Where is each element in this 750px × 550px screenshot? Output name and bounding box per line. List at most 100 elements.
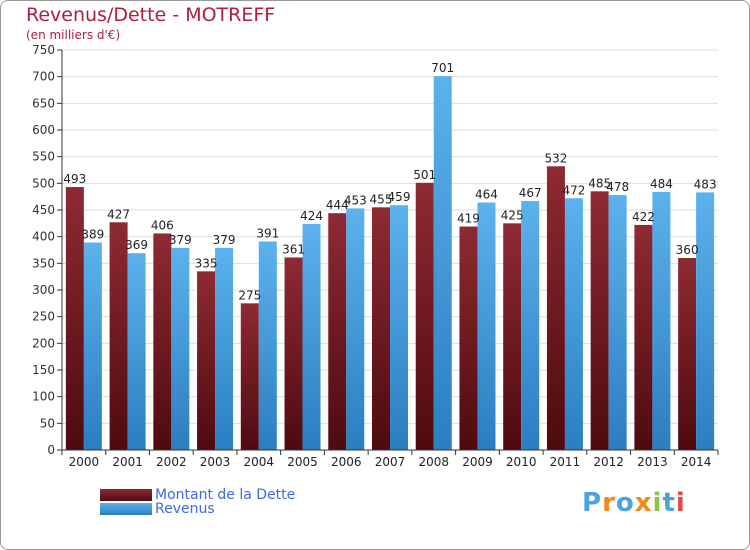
bar-revenus [564, 198, 583, 450]
x-tick-label: 2012 [593, 455, 624, 469]
data-label-revenus: 369 [125, 238, 148, 252]
logo-letter: o [615, 488, 635, 518]
x-tick-label: 2010 [506, 455, 537, 469]
bar-dette [415, 182, 434, 451]
data-label-dette: 427 [107, 207, 130, 221]
axes: 0 50 100 150 200 250 300 350 400 450 500 550 600 650 7… [32, 43, 719, 469]
bar-revenus [127, 253, 146, 450]
y-tick-label: 200 [32, 336, 55, 350]
bar-revenus [302, 223, 321, 450]
logo-letter: i [652, 488, 663, 518]
y-tick-label: 300 [32, 283, 55, 297]
data-label-dette: 425 [501, 208, 524, 222]
bar-dette [459, 226, 478, 450]
bar-dette [109, 222, 128, 450]
bar-revenus [696, 192, 715, 450]
data-label-dette: 406 [151, 218, 174, 232]
bar-dette [503, 223, 522, 450]
legend-label-revenus: Revenus [155, 501, 215, 517]
data-label-revenus: 379 [169, 233, 192, 247]
y-tick-label: 550 [32, 150, 55, 164]
x-tick-label: 2008 [418, 455, 449, 469]
bar-dette [284, 257, 303, 450]
legend-item-revenus: Revenus [100, 502, 215, 516]
x-tick-label: 2013 [637, 455, 668, 469]
data-label-dette: 455 [370, 192, 393, 206]
data-labels: 4933894273694063793353792753913614244444… [63, 61, 716, 302]
y-tick-label: 600 [32, 123, 55, 137]
data-label-revenus: 467 [519, 186, 542, 200]
x-tick-label: 2009 [462, 455, 493, 469]
x-tick-label: 2014 [681, 455, 712, 469]
y-tick-label: 450 [32, 203, 55, 217]
logo-letter: x [634, 488, 653, 518]
data-label-dette: 493 [63, 172, 86, 186]
bar-dette [153, 233, 172, 450]
logo-letter: i [675, 488, 686, 518]
y-tick-label: 150 [32, 363, 55, 377]
data-label-dette: 360 [676, 243, 699, 257]
y-tick-label: 50 [40, 416, 55, 430]
legend-label-dette: Montant de la Dette [155, 487, 296, 503]
data-label-revenus: 459 [388, 190, 411, 204]
data-label-revenus: 391 [256, 226, 279, 240]
data-label-revenus: 453 [344, 193, 367, 207]
logo-letter: t [662, 488, 676, 518]
data-label-revenus: 701 [431, 61, 454, 75]
y-tick-label: 100 [32, 390, 55, 404]
chart-subtitle: (en milliers d'€) [26, 28, 121, 42]
data-label-revenus: 484 [650, 177, 673, 191]
bars [65, 76, 715, 451]
bar-dette [372, 207, 390, 450]
bar-dette [634, 224, 653, 450]
y-tick-label: 250 [32, 310, 55, 324]
x-tick-label: 2005 [287, 455, 318, 469]
bar-dette [678, 258, 697, 450]
bar-revenus [608, 195, 627, 450]
data-label-dette: 501 [413, 168, 436, 182]
x-tick-label: 2000 [69, 455, 100, 469]
data-label-revenus: 483 [694, 177, 717, 191]
data-label-dette: 422 [632, 210, 655, 224]
bar-dette [197, 271, 216, 450]
bar-revenus [521, 200, 540, 450]
legend-item-dette: Montant de la Dette [100, 488, 295, 502]
bar-revenus [433, 76, 452, 450]
y-tick-label: 500 [32, 176, 55, 190]
legend-swatch-dette [100, 489, 152, 501]
data-label-revenus: 472 [562, 183, 585, 197]
y-tick-label: 0 [47, 443, 55, 457]
x-tick-label: 2006 [331, 455, 362, 469]
y-tick-label: 650 [32, 96, 55, 110]
logo-letter: r [602, 488, 616, 518]
data-label-dette: 419 [457, 212, 480, 226]
bar-dette [546, 166, 565, 450]
bar-revenus [652, 191, 671, 450]
bar-revenus [258, 241, 277, 450]
y-tick-label: 350 [32, 256, 55, 270]
x-tick-label: 2001 [112, 455, 143, 469]
data-label-dette: 335 [195, 256, 218, 270]
logo-letter: P [582, 488, 603, 518]
bar-dette [240, 303, 259, 450]
bar-revenus [215, 247, 234, 450]
x-tick-label: 2011 [550, 455, 581, 469]
x-tick-label: 2003 [200, 455, 231, 469]
y-tick-label: 700 [32, 70, 55, 84]
bar-revenus [390, 205, 408, 450]
data-label-revenus: 478 [606, 180, 629, 194]
bar-revenus [171, 247, 190, 450]
legend-swatch-revenus [100, 503, 152, 515]
data-label-revenus: 379 [213, 233, 236, 247]
y-tick-label: 750 [32, 43, 55, 57]
proxiti-logo: Proxiti [582, 488, 686, 518]
bar-revenus [83, 242, 102, 450]
data-label-revenus: 389 [81, 228, 104, 242]
y-tick-label: 400 [32, 230, 55, 244]
data-label-revenus: 424 [300, 209, 323, 223]
bar-dette [65, 187, 84, 451]
data-label-dette: 532 [544, 151, 567, 165]
data-label-dette: 361 [282, 242, 305, 256]
x-tick-label: 2004 [244, 455, 275, 469]
